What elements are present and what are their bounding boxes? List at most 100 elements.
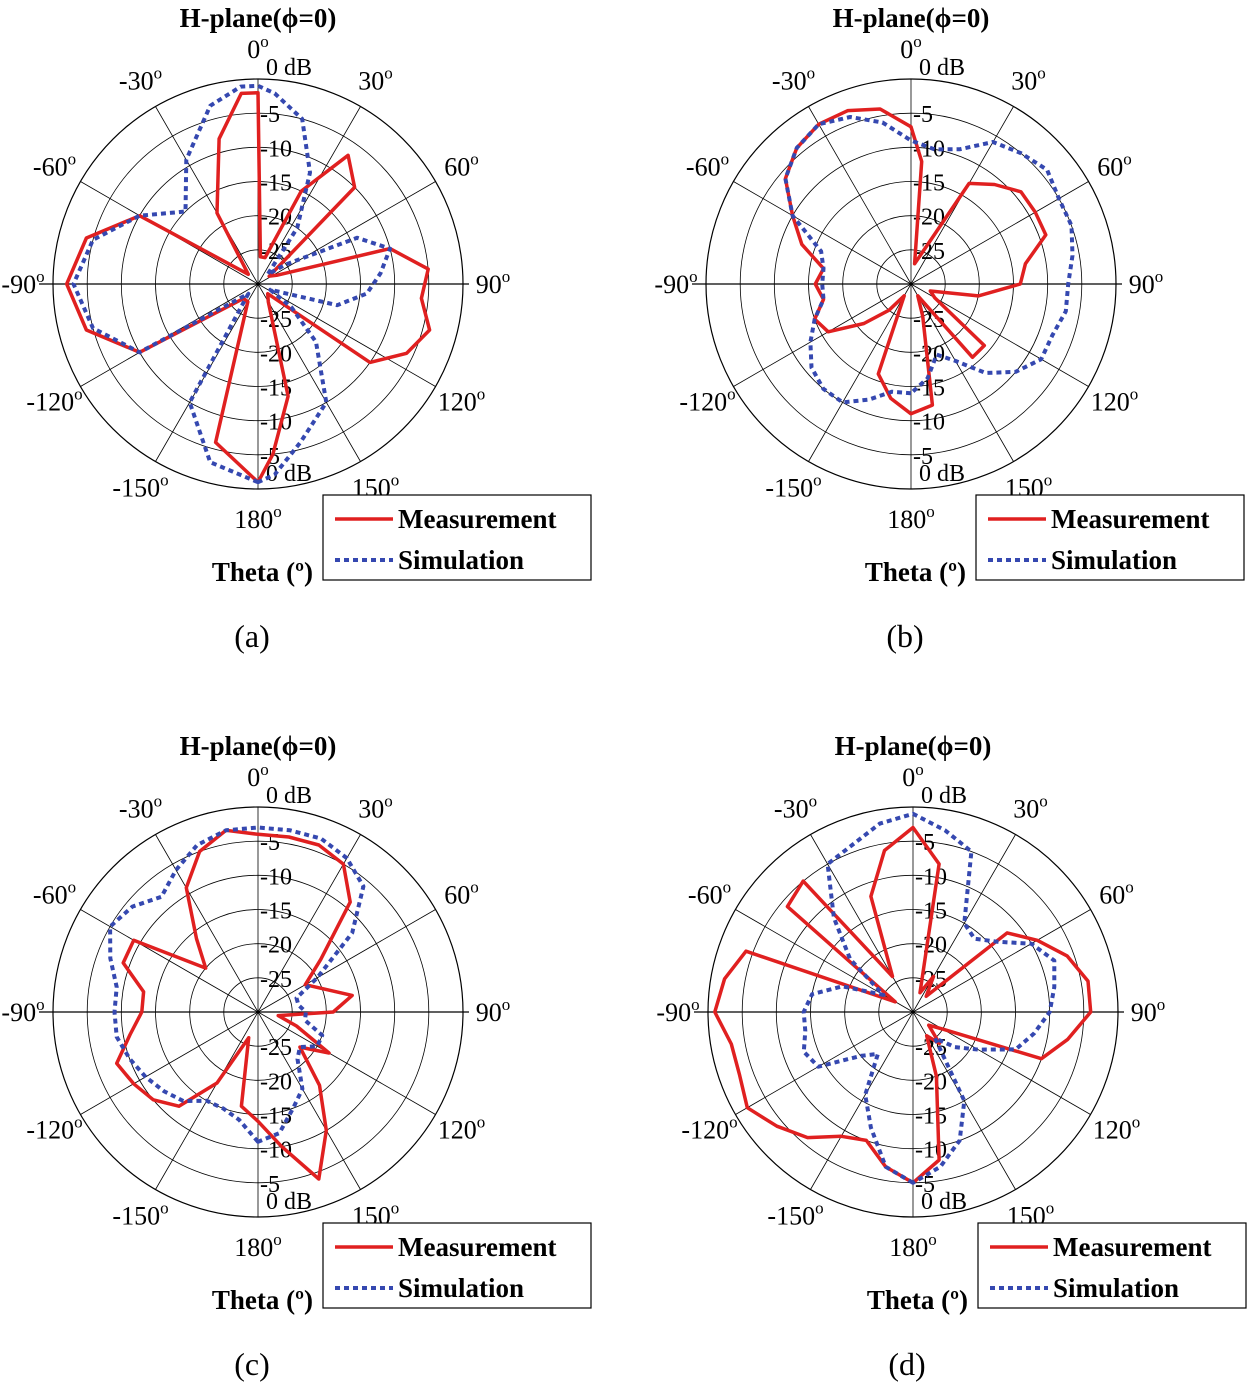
radial-tick-label: -20 xyxy=(260,1069,292,1095)
angle-label: -120o xyxy=(26,385,82,417)
legend: Measurement Simulation xyxy=(322,1222,592,1309)
angle-label: -30o xyxy=(119,792,162,824)
angle-label: 120o xyxy=(438,385,486,417)
chart-title: H-plane(ϕ=0) xyxy=(833,3,990,33)
radial-tick-label: -15 xyxy=(260,899,292,925)
angle-label: 180o xyxy=(234,1230,282,1262)
angle-label: -150o xyxy=(767,1199,823,1231)
angle-label: -150o xyxy=(765,471,821,503)
angle-label: -90o xyxy=(1,267,44,299)
grid-spoke xyxy=(733,283,912,387)
radial-zero-label: 0 dB xyxy=(266,461,312,487)
angle-label: 90o xyxy=(476,267,511,299)
angle-label: 30o xyxy=(1011,64,1046,96)
angle-label: -30o xyxy=(772,64,815,96)
legend: Measurement Simulation xyxy=(322,494,592,581)
radial-tick-label: -10 xyxy=(260,410,292,436)
legend-box xyxy=(975,494,1245,581)
radial-tick-label: -10 xyxy=(915,864,947,890)
legend-label-simulation: Simulation xyxy=(1053,1273,1179,1303)
radial-tick-label: -25 xyxy=(260,967,292,993)
angle-label: 60o xyxy=(444,878,479,910)
radial-unit-label: 0 dB xyxy=(266,55,312,81)
angle-label: 0o xyxy=(247,760,269,792)
grid-spoke xyxy=(912,909,1091,1013)
polar-chart-2: 0o30o60o90o120o150o180o-150o-120o-90o-60… xyxy=(1,731,592,1382)
radial-tick-label: -15 xyxy=(260,1104,292,1130)
angle-label: -120o xyxy=(681,1113,737,1145)
grid-spoke xyxy=(808,283,912,462)
grid-spoke xyxy=(257,283,361,462)
angle-label: 60o xyxy=(1099,878,1134,910)
angle-label: 120o xyxy=(1091,385,1139,417)
grid-spoke xyxy=(257,1011,436,1115)
legend: Measurement Simulation xyxy=(977,1222,1247,1309)
angle-label: 120o xyxy=(438,1113,486,1145)
panel-caption: (a) xyxy=(234,618,270,654)
series-line-simulation xyxy=(801,811,1057,1185)
angle-label: 180o xyxy=(234,502,282,534)
polar-chart-1: 0o30o60o90o120o150o180o-150o-120o-90o-60… xyxy=(654,3,1245,654)
grid-spoke xyxy=(257,1011,361,1190)
radial-tick-label: -5 xyxy=(260,102,280,128)
theta-axis-label: Theta (º) xyxy=(865,557,966,587)
radial-zero-label: 0 dB xyxy=(266,1189,312,1215)
angle-label: -90o xyxy=(654,267,697,299)
angle-label: 30o xyxy=(1013,792,1048,824)
radial-tick-label: -5 xyxy=(260,1172,280,1198)
angle-label: -120o xyxy=(679,385,735,417)
angle-label: 90o xyxy=(1129,267,1164,299)
legend-label-simulation: Simulation xyxy=(398,1273,524,1303)
angle-label: 0o xyxy=(247,32,269,64)
radial-tick-label: -20 xyxy=(915,1069,947,1095)
angle-label: -60o xyxy=(688,878,731,910)
grid-spoke xyxy=(257,181,436,285)
legend-label-measurement: Measurement xyxy=(398,504,556,534)
grid-spoke xyxy=(257,909,436,1013)
radial-tick-label: -15 xyxy=(915,1104,947,1130)
angle-label: -30o xyxy=(774,792,817,824)
angle-label: 0o xyxy=(902,760,924,792)
angle-label: 30o xyxy=(358,64,393,96)
grid-spoke xyxy=(155,106,259,285)
grid-spoke xyxy=(257,106,361,285)
grid-spoke xyxy=(912,1011,1016,1190)
angle-label: 90o xyxy=(476,995,511,1027)
radial-unit-label: 0 dB xyxy=(919,55,965,81)
polar-chart-0: 0o30o60o90o120o150o180o-150o-120o-90o-60… xyxy=(1,3,592,654)
legend-box xyxy=(322,1222,592,1309)
radial-tick-label: -10 xyxy=(913,410,945,436)
series-line-measurement xyxy=(114,828,354,1181)
angle-label: -60o xyxy=(33,878,76,910)
theta-axis-label: Theta (º) xyxy=(867,1285,968,1315)
grid-spoke xyxy=(808,106,912,285)
radial-tick-label: -20 xyxy=(260,933,292,959)
grid-spoke xyxy=(155,283,259,462)
polar-chart-3: 0o30o60o90o120o150o180o-150o-120o-90o-60… xyxy=(656,731,1247,1382)
radial-unit-label: 0 dB xyxy=(921,783,967,809)
panel-caption: (d) xyxy=(888,1346,925,1382)
legend-label-measurement: Measurement xyxy=(1053,1232,1211,1262)
angle-label: 0o xyxy=(900,32,922,64)
legend-label-measurement: Measurement xyxy=(398,1232,556,1262)
angle-label: -90o xyxy=(656,995,699,1027)
grid-spoke xyxy=(155,834,259,1013)
legend-box xyxy=(977,1222,1247,1309)
legend-label-simulation: Simulation xyxy=(398,545,524,575)
chart-title: H-plane(ϕ=0) xyxy=(180,3,337,33)
angle-label: 120o xyxy=(1093,1113,1141,1145)
radial-tick-label: -10 xyxy=(260,136,292,162)
grid-spoke xyxy=(257,283,436,387)
grid-spoke xyxy=(735,1011,914,1115)
radial-tick-label: -25 xyxy=(260,1035,292,1061)
angle-label: -60o xyxy=(33,150,76,182)
angle-label: -30o xyxy=(119,64,162,96)
theta-axis-label: Theta (º) xyxy=(212,557,313,587)
legend-label-measurement: Measurement xyxy=(1051,504,1209,534)
angle-label: 60o xyxy=(444,150,479,182)
radial-unit-label: 0 dB xyxy=(266,783,312,809)
panel-caption: (c) xyxy=(234,1346,270,1382)
angle-label: 90o xyxy=(1131,995,1166,1027)
series-line-measurement xyxy=(64,90,432,484)
